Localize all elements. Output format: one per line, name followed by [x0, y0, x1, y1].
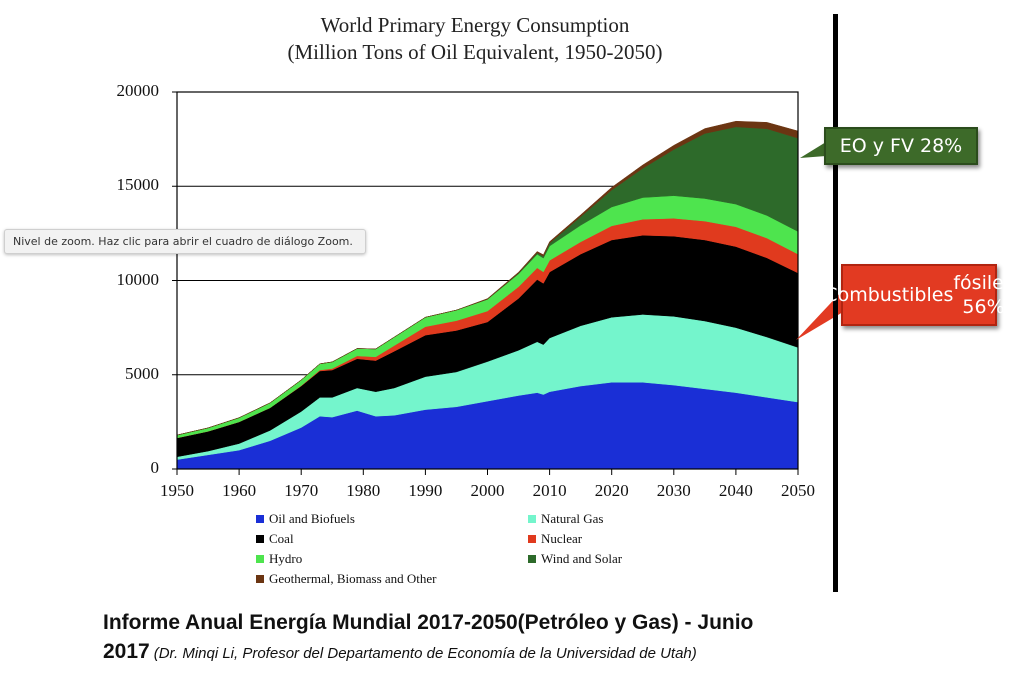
caption-title: Informe Anual Energía Mundial 2017-2050(…: [103, 611, 754, 634]
legend-item: Hydro: [256, 550, 302, 568]
x-tick-label: 2050: [781, 481, 815, 500]
y-tick-label: 20000: [116, 81, 160, 100]
legend-label: Wind and Solar: [541, 551, 623, 566]
callout-pointers: [796, 142, 843, 340]
y-tick-label: 5000: [125, 363, 159, 383]
x-tick-label: 2000: [470, 481, 505, 500]
x-tick-label: 2010: [532, 481, 567, 500]
legend-swatch: [528, 515, 536, 523]
legend-item: Natural Gas: [528, 510, 603, 528]
legend-label: Nuclear: [541, 531, 583, 546]
x-tick-label: 2020: [594, 481, 629, 500]
legend-label: Coal: [269, 531, 294, 546]
chart-legend: Oil and Biofuels Natural Gas Coal Nuclear Hy…: [256, 510, 816, 590]
tick-marks: [172, 91, 799, 475]
legend-swatch: [256, 555, 264, 563]
legend-label: Geothermal, Biomass and Other: [269, 571, 437, 586]
x-tick-label: 1950: [160, 481, 194, 500]
chart-title: World Primary Energy Consumption: [320, 13, 630, 37]
y-tick-label: 0: [150, 458, 160, 477]
legend-swatch: [256, 535, 264, 543]
x-tick-label: 1980: [346, 481, 381, 500]
legend-label: Oil and Biofuels: [269, 511, 355, 526]
caption-line2: 2017 (Dr. Minqi Li, Profesor del Departam…: [103, 638, 843, 668]
legend-swatch: [256, 515, 264, 523]
y-tick-label: 10000: [116, 269, 160, 289]
x-tick-label: 1990: [408, 481, 443, 500]
caption-author: (Dr. Minqi Li, Profesor del Departamento…: [153, 645, 697, 662]
x-tick-label: 2040: [718, 481, 753, 500]
legend-item: Wind and Solar: [528, 550, 622, 568]
y-tick-label: 15000: [116, 175, 160, 195]
chart-subtitle: (Million Tons of Oil Equivalent, 1950-20…: [287, 40, 663, 64]
legend-swatch: [256, 575, 264, 583]
x-tick-label: 2030: [656, 481, 691, 500]
caption-year: 2017: [103, 640, 150, 663]
legend-label: Hydro: [269, 551, 303, 566]
legend-label: Natural Gas: [541, 511, 604, 526]
callout-fossil-pointer: [796, 290, 843, 340]
callout-wind-pointer: [800, 142, 826, 158]
legend-item: Coal: [256, 530, 294, 548]
legend-item: Geothermal, Biomass and Other: [256, 570, 437, 588]
legend-swatch: [528, 555, 536, 563]
legend-item: Oil and Biofuels: [256, 510, 355, 528]
callout-fossil-line2: fósiles 56%: [953, 272, 1014, 318]
x-tick-label: 1960: [222, 481, 257, 500]
legend-item: Nuclear: [528, 530, 582, 548]
callout-fossil-line1: Combustibles: [824, 284, 954, 306]
callout-wind-solar: EO y FV 28%: [824, 127, 978, 165]
legend-swatch: [528, 535, 536, 543]
callout-fossil-fuels: Combustibles fósiles 56%: [824, 264, 1014, 326]
zoom-tooltip[interactable]: Nivel de zoom. Haz clic para abrir el cu…: [4, 229, 366, 254]
x-tick-label: 1970: [284, 481, 319, 500]
vertical-divider: [833, 14, 838, 592]
caption: Informe Anual Energía Mundial 2017-2050(…: [103, 608, 843, 668]
area-layers: [176, 120, 799, 470]
